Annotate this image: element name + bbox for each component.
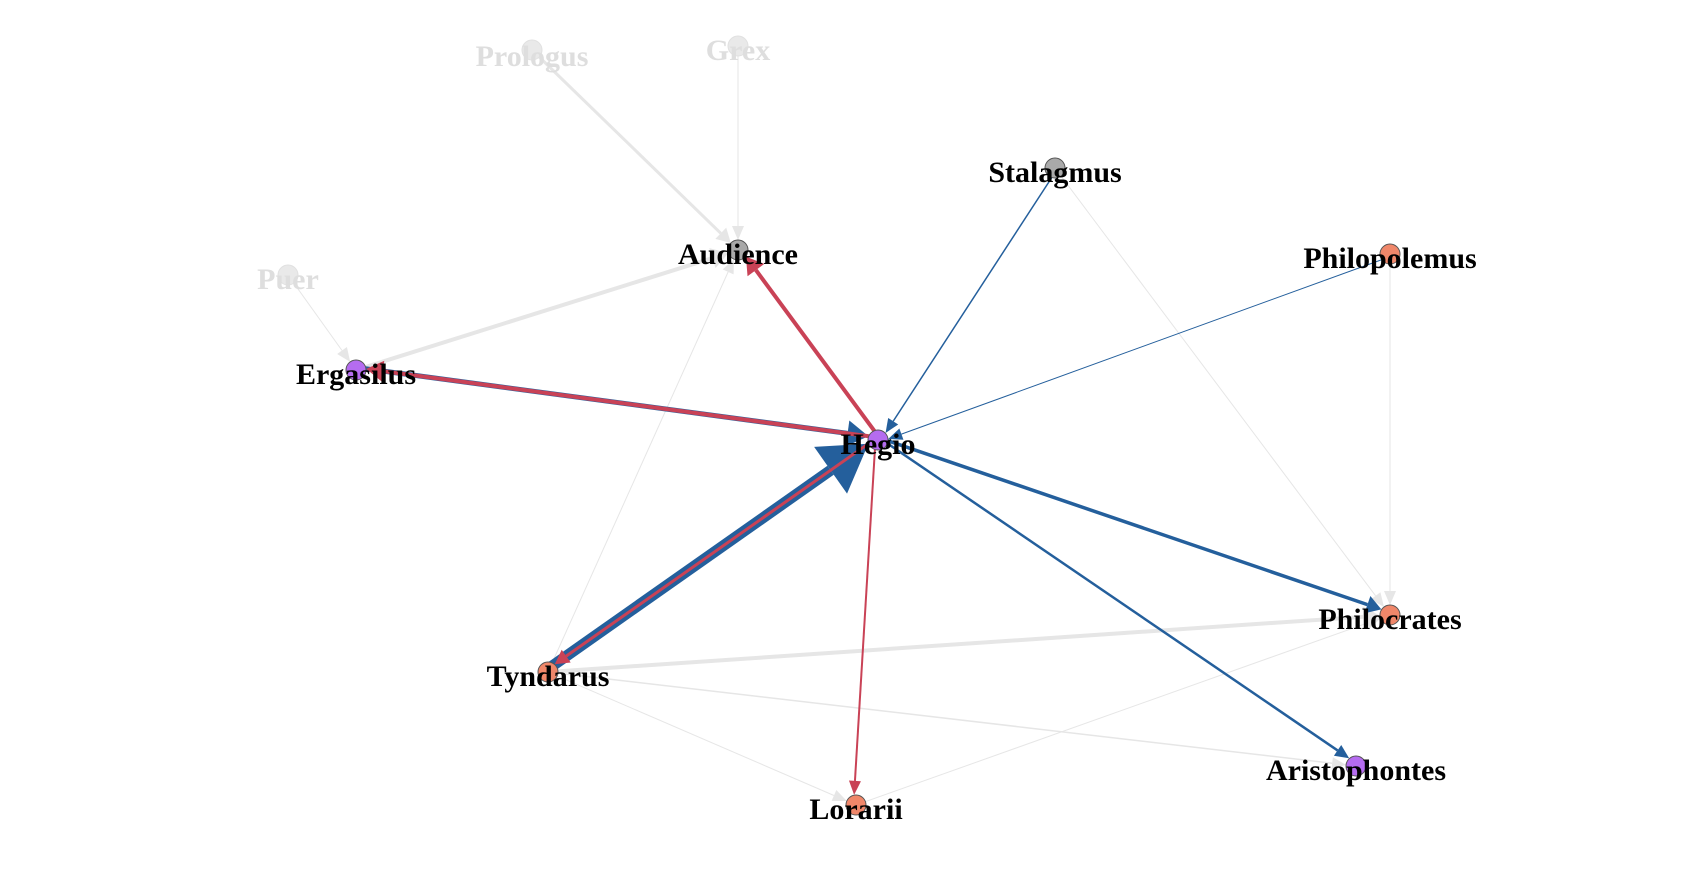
edge-stalagmus-hegio [885,168,1058,433]
edge-philopolemus-philocrates [1384,254,1396,605]
edge-line [355,256,714,372]
edge-puer-ergasilus [287,274,351,362]
edge-hegio-ergasilus [366,360,879,440]
node-audience[interactable] [727,239,749,261]
edge-arrowhead [722,259,734,275]
edge-line [547,271,729,673]
node-prologus[interactable] [521,39,543,61]
node-label-audience: Audience [678,238,798,271]
edge-arrowhead [885,417,899,433]
edge-line [878,436,1339,752]
node-label-aristophontes: Aristophontes [1266,754,1446,787]
edge-arrowhead [1370,592,1385,607]
edge-line [878,435,1369,607]
edge-arrowhead [848,780,861,795]
edge-arrowhead [715,227,731,244]
edge-arrowhead [888,428,904,440]
edge-arrowhead [814,443,869,494]
edge-line [547,614,1364,674]
node-philocrates[interactable] [1379,604,1401,626]
node-label-prologus: Prologus [476,40,589,73]
edge-arrowhead [554,649,571,665]
edge-tyndarus-aristophontes [547,671,1347,770]
edge-line [892,168,1058,422]
edge-arrowhead [745,256,765,277]
edge-tyndarus-audience [547,259,734,673]
edge-line [287,274,343,351]
edge-tyndarus-lorarii [547,671,847,802]
node-label-lorarii: Lorarii [809,793,902,826]
edge-line [547,671,835,796]
node-stalagmus[interactable] [1044,157,1066,179]
edge-hegio-lorarii [848,439,877,795]
edges-layer [287,46,1396,806]
edge-arrowhead [732,226,744,240]
edge-prologus-audience [530,48,731,244]
edge-lorarii-philocrates [855,617,1381,806]
edge-line [855,622,1368,806]
edge-arrowhead [709,248,729,268]
edge-line [853,439,877,781]
edge-arrowhead [1364,596,1382,614]
edge-stalagmus-philocrates [1054,167,1385,607]
node-puer[interactable] [277,264,299,286]
edge-hegio-philocrates [878,435,1382,614]
edge-arrowhead [366,360,385,382]
node-hegio[interactable] [867,429,889,451]
edge-line [547,671,1333,764]
edge-arrowhead [337,346,351,362]
node-ergasilus[interactable] [345,359,367,381]
edge-arrowhead [1333,745,1350,759]
edge-arrowhead [1331,757,1347,770]
edge-tyndarus-philocrates [547,606,1381,674]
node-tyndarus[interactable] [537,661,559,683]
edge-line [901,255,1392,435]
node-lorarii[interactable] [845,794,867,816]
node-label-tyndarus: Tyndarus [487,660,610,693]
edge-grex-audience [732,46,744,240]
edge-arrowhead [1365,617,1381,629]
node-label-philopolemus: Philopolemus [1303,242,1476,275]
edge-hegio-aristophontes [878,436,1350,759]
edge-philopolemus-hegio [888,255,1392,440]
node-philopolemus[interactable] [1379,243,1401,265]
edge-hegio-audience [745,256,882,440]
node-aristophontes[interactable] [1345,755,1367,777]
edge-line [382,369,879,440]
node-label-stalagmus: Stalagmus [988,156,1121,189]
edge-line [565,436,878,658]
labels-layer: Prologus Grex Puer Stalagmus Audience Philopo… [257,34,1477,826]
node-label-ergasilus: Ergasilus [296,358,416,391]
edge-ergasilus-audience [355,248,729,372]
edge-line [1054,167,1377,597]
nodes-layer [277,35,1401,816]
node-label-grex: Grex [706,34,770,67]
node-label-philocrates: Philocrates [1318,603,1461,636]
edge-hegio-tyndarus [554,436,878,665]
node-label-hegio: Hegio [841,428,916,461]
edge-arrowhead [831,789,847,802]
node-label-puer: Puer [257,263,319,296]
edge-line [754,268,882,440]
node-grex[interactable] [727,35,749,57]
edge-arrowhead [1384,591,1396,605]
edge-line [530,48,722,235]
